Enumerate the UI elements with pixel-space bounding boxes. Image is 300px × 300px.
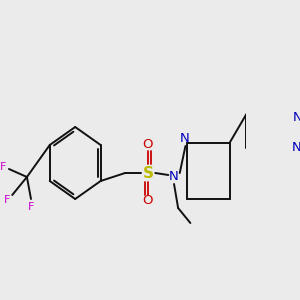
Text: F: F — [0, 162, 6, 172]
Text: F: F — [28, 202, 34, 212]
Text: N: N — [180, 131, 190, 145]
Text: S: S — [142, 166, 153, 181]
Text: O: O — [143, 194, 153, 208]
Text: O: O — [143, 139, 153, 152]
Text: N: N — [169, 169, 179, 182]
Text: F: F — [4, 195, 11, 205]
Text: N: N — [292, 141, 300, 154]
Text: N: N — [293, 111, 300, 124]
